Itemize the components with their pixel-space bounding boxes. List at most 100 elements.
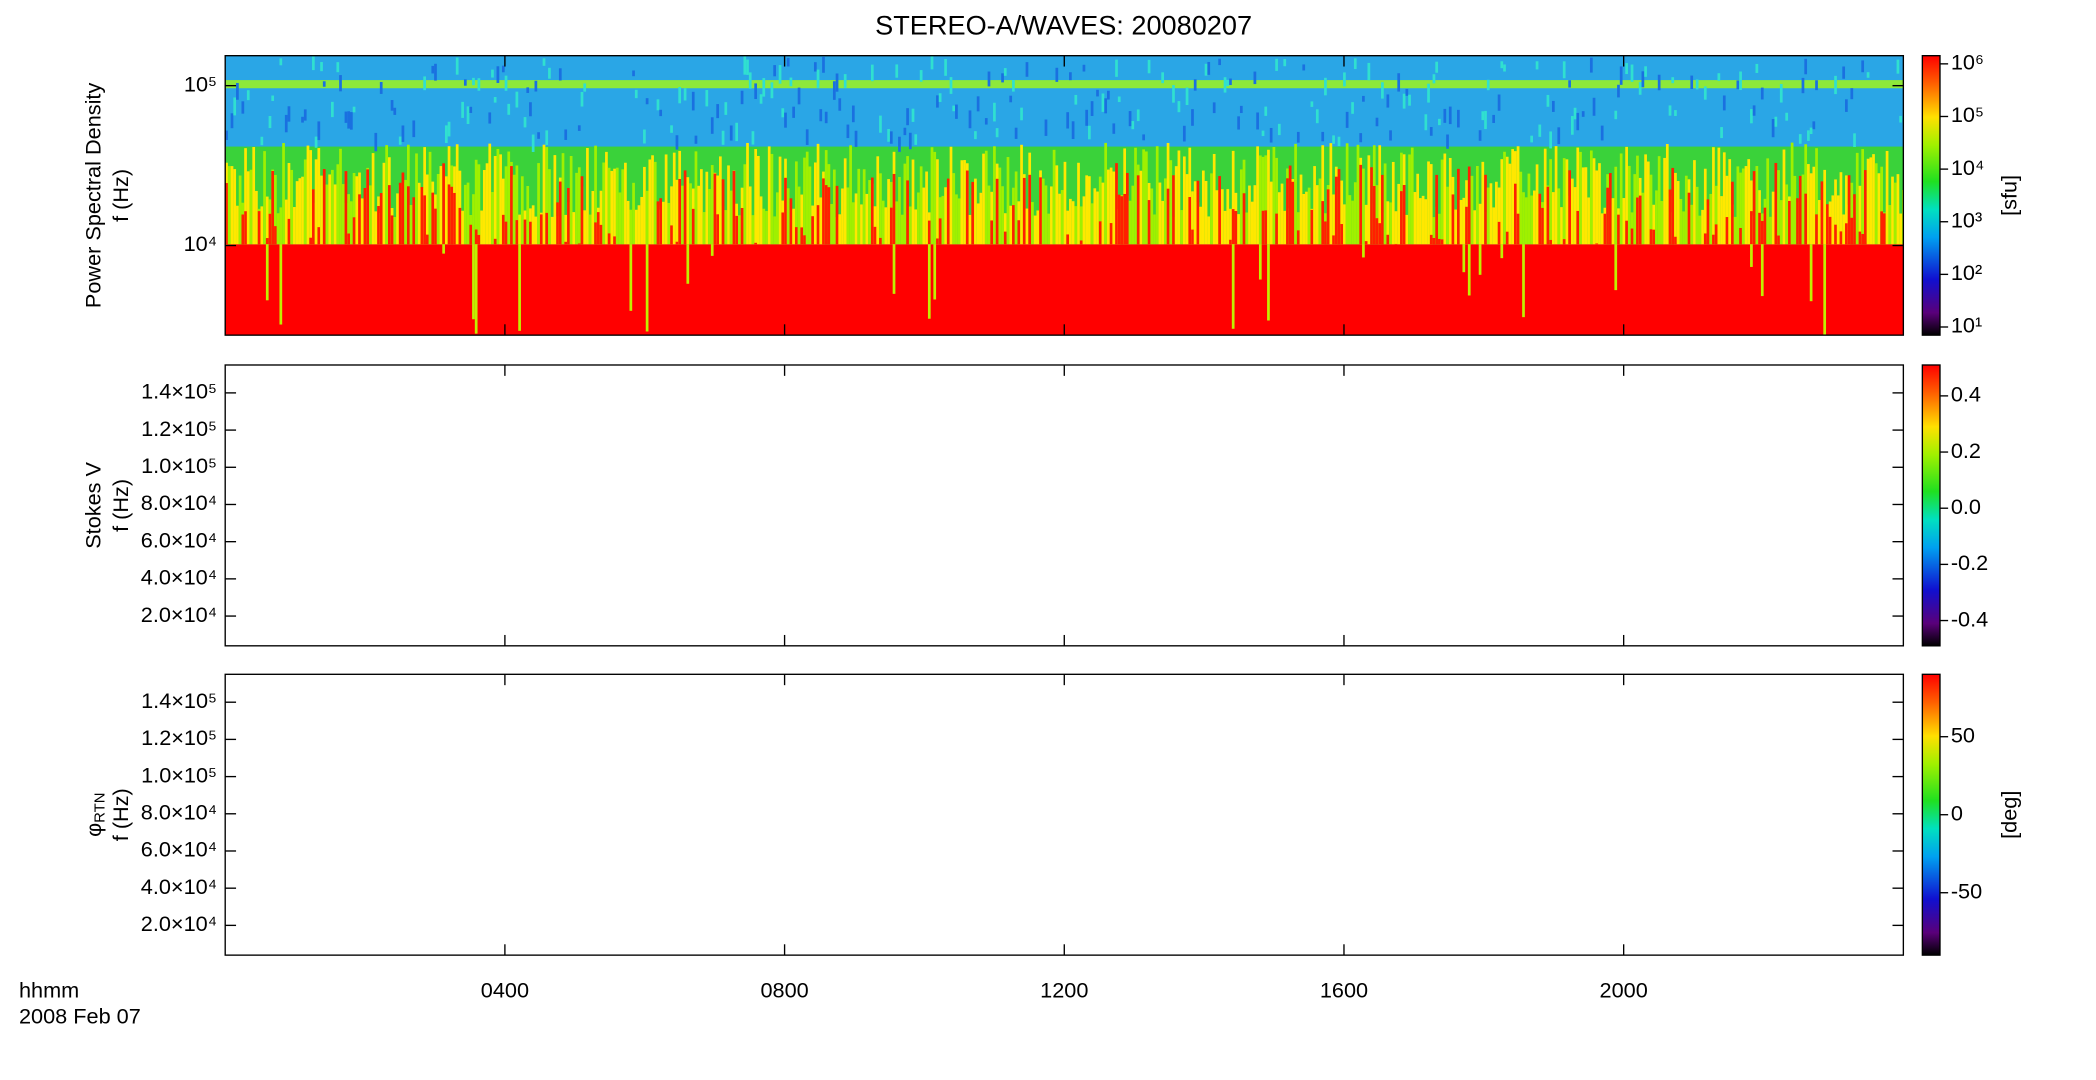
texture	[1581, 167, 1585, 245]
texture	[580, 176, 584, 245]
texture	[1500, 159, 1504, 245]
texture	[257, 211, 261, 245]
texture	[417, 182, 421, 245]
texture	[431, 192, 435, 245]
texture	[442, 163, 445, 245]
texture	[740, 207, 744, 245]
texture	[1543, 148, 1547, 245]
texture	[1807, 130, 1810, 141]
texture	[748, 72, 752, 89]
texture	[1676, 181, 1680, 245]
texture	[1131, 121, 1135, 130]
texture	[1098, 221, 1102, 245]
texture	[1899, 213, 1903, 245]
texture	[1484, 174, 1487, 245]
colorbar	[1921, 673, 1941, 956]
texture	[1668, 189, 1672, 245]
texture	[309, 150, 313, 245]
texture	[1568, 170, 1571, 245]
texture	[480, 210, 483, 245]
texture	[851, 105, 855, 123]
texture	[1747, 159, 1751, 245]
texture	[1554, 146, 1558, 245]
texture	[463, 184, 467, 245]
texture	[667, 202, 671, 245]
texture	[1858, 185, 1862, 245]
texture	[789, 198, 793, 245]
texture	[1340, 180, 1344, 245]
texture	[1478, 130, 1482, 141]
texture	[813, 162, 817, 245]
texture	[396, 193, 399, 245]
texture	[1804, 193, 1808, 245]
texture	[1351, 102, 1354, 114]
texture	[1538, 124, 1542, 137]
texture	[1790, 142, 1794, 245]
texture	[602, 162, 606, 245]
texture	[455, 144, 459, 245]
texture	[537, 132, 540, 139]
texture	[1641, 71, 1645, 88]
texture	[1275, 213, 1278, 245]
texture	[265, 238, 269, 245]
texture	[594, 222, 597, 245]
texture	[857, 168, 861, 245]
texture	[1793, 175, 1797, 245]
texture	[735, 215, 739, 245]
texture	[1896, 59, 1900, 74]
texture	[664, 154, 668, 245]
texture	[1752, 171, 1756, 245]
texture	[1142, 149, 1145, 245]
texture	[1367, 155, 1371, 245]
texture	[922, 187, 926, 245]
texture	[1614, 110, 1618, 120]
texture	[1296, 131, 1300, 143]
texture	[1720, 127, 1723, 139]
texture	[1348, 195, 1352, 245]
texture	[1269, 127, 1273, 143]
texture	[539, 214, 543, 245]
y-tick-label: 1.4×10⁵	[141, 379, 217, 404]
texture	[1630, 64, 1634, 82]
texture	[662, 201, 665, 245]
texture	[279, 244, 283, 325]
texture	[1185, 174, 1189, 245]
texture	[1283, 59, 1287, 67]
texture	[347, 233, 351, 245]
texture	[870, 64, 874, 82]
texture	[1486, 79, 1490, 91]
y-tick-label: 1.0×10⁵	[141, 762, 217, 787]
texture	[279, 58, 283, 66]
texture	[1549, 159, 1552, 245]
texture	[1570, 178, 1574, 245]
texture	[1120, 196, 1124, 245]
texture	[233, 169, 237, 245]
texture	[1410, 147, 1414, 245]
texture	[1031, 202, 1034, 245]
texture	[1370, 167, 1373, 245]
texture	[773, 216, 776, 245]
texture	[675, 179, 679, 245]
texture	[1345, 143, 1349, 245]
texture	[1470, 175, 1474, 245]
y-axis-label: f (Hz)	[108, 169, 133, 222]
texture	[401, 172, 405, 245]
texture	[534, 80, 538, 92]
texture	[1815, 148, 1818, 245]
texture	[1755, 63, 1759, 73]
texture	[1006, 157, 1010, 245]
texture	[233, 97, 237, 116]
texture	[1079, 240, 1083, 245]
texture	[1495, 181, 1498, 245]
texture	[485, 163, 489, 245]
texture	[1264, 106, 1268, 116]
texture	[344, 111, 348, 123]
texture	[1633, 174, 1637, 245]
texture	[1237, 116, 1240, 130]
texture	[1823, 169, 1827, 245]
texture	[1172, 175, 1175, 245]
texture	[843, 158, 847, 245]
texture	[1809, 127, 1813, 135]
texture	[659, 109, 663, 117]
texture	[1679, 198, 1683, 245]
